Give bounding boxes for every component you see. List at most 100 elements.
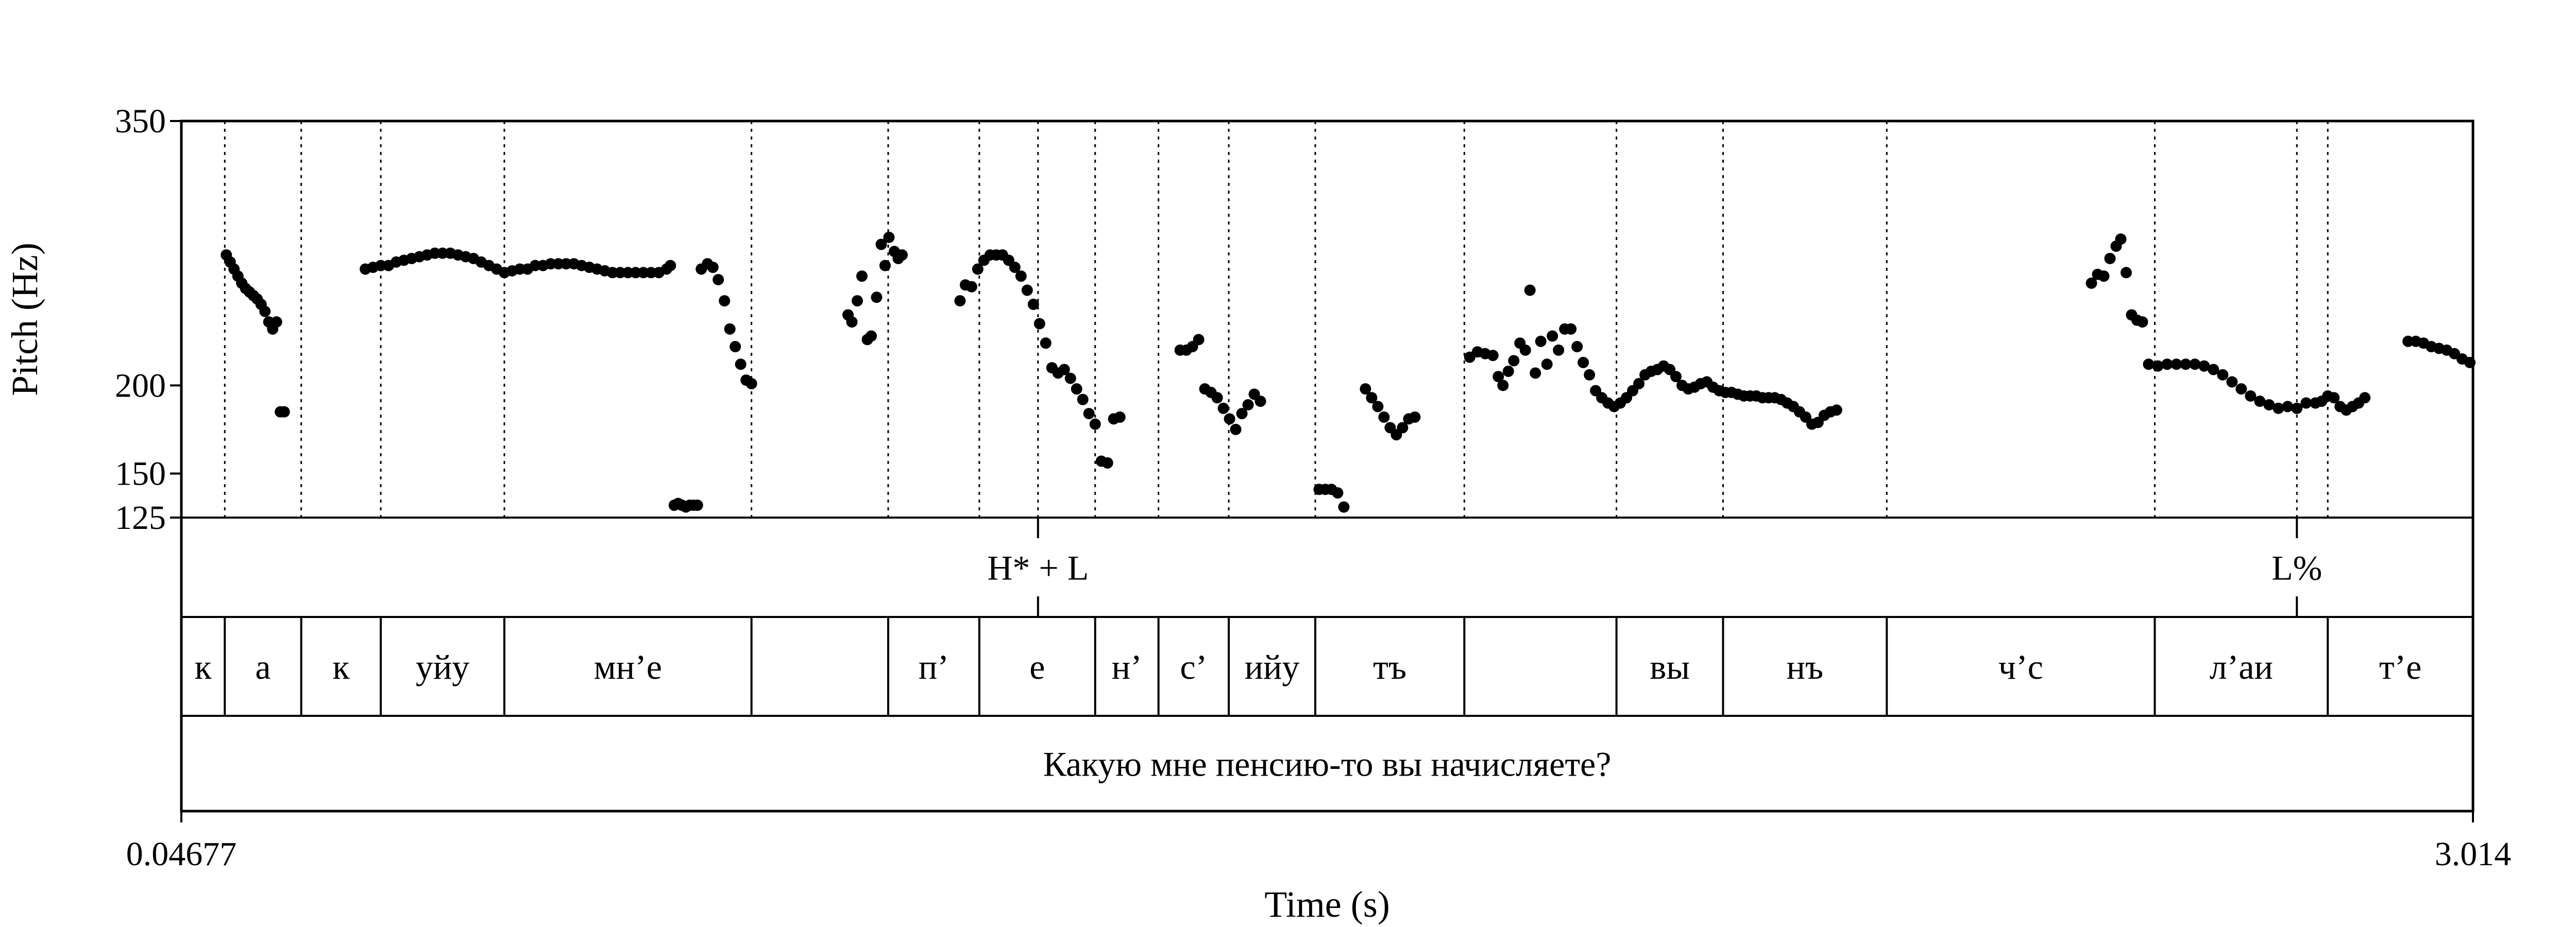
pitch-point-153 (1530, 367, 1541, 379)
boundary-lines (224, 121, 2329, 518)
segment-label-7: е (1029, 647, 1045, 686)
pitch-point-149 (1508, 355, 1520, 367)
pitch-point-135 (1372, 401, 1384, 413)
pitch-point-230 (2300, 397, 2312, 409)
tone-label-1: L% (2272, 548, 2322, 588)
y-tick-label-200: 200 (115, 367, 166, 404)
sentence-tier: Какую мне пенсию-то вы начисляете? (1043, 745, 1612, 784)
pitch-point-122 (1224, 413, 1235, 425)
pitch-point-105 (1064, 372, 1076, 384)
pitch-point-70 (730, 341, 741, 353)
pitch-point-139 (1397, 422, 1409, 434)
pitch-point-98 (1021, 284, 1033, 296)
pitch-point-212 (2137, 316, 2148, 328)
pitch-point-108 (1083, 408, 1095, 420)
x-axis: 0.04677 3.014 Time (s) (126, 811, 2512, 925)
pitch-point-96 (1009, 262, 1021, 273)
pitch-point-154 (1535, 335, 1547, 347)
pitch-point-206 (2104, 252, 2116, 264)
pitch-point-209 (2120, 267, 2132, 279)
segment-label-11: тъ (1373, 647, 1406, 686)
pitch-point-146 (1493, 371, 1504, 383)
y-axis-title: Pitch (Hz) (4, 243, 45, 396)
pitch-point-217 (2180, 358, 2192, 370)
pitch-point-69 (724, 323, 736, 335)
pitch-point-222 (2226, 376, 2238, 388)
segment-label-14: нъ (1787, 647, 1824, 686)
pitch-point-71 (735, 358, 747, 370)
sentence-label-0: Какую мне пенсию-то вы начисляете? (1043, 745, 1612, 784)
pitch-point-134 (1366, 392, 1378, 404)
y-tick-label-150: 150 (115, 455, 166, 492)
pitch-point-125 (1242, 399, 1254, 410)
pitch-point-141 (1409, 411, 1421, 423)
pitch-point-117 (1193, 334, 1205, 346)
pitch-point-223 (2235, 383, 2247, 395)
figure-frame (180, 119, 2475, 813)
y-tick-label-125: 125 (115, 499, 166, 537)
segment-label-16: л’аи (2210, 647, 2273, 686)
pitch-point-225 (2254, 396, 2266, 407)
annotation-tiers: H* + L L% к а к уйу мн’е п’ е н’ с’ ийу тъ вы нъ ч’с л’… (181, 517, 2473, 784)
segment-label-0: к (195, 647, 212, 686)
pitch-point-82 (879, 260, 891, 271)
pitch-point-220 (2208, 364, 2219, 375)
tier-separators (181, 517, 2473, 717)
segment-label-17: т’е (2379, 647, 2422, 686)
pitch-point-10 (259, 305, 271, 317)
pitch-point-147 (1497, 380, 1509, 391)
pitch-point-161 (1578, 356, 1589, 368)
y-axis: 125 150 200 350 Pitch (Hz) (4, 102, 181, 537)
pitch-point-123 (1230, 423, 1242, 435)
y-ticks: 125 150 200 350 (115, 102, 181, 537)
pitch-point-156 (1547, 330, 1558, 342)
pitch-point-120 (1211, 392, 1223, 404)
pitch-point-214 (2152, 360, 2164, 372)
pitch-point-113 (1114, 411, 1126, 423)
pitch-point-216 (2171, 358, 2182, 370)
pitch-point-133 (1360, 383, 1371, 395)
pitch-point-131 (1332, 487, 1344, 499)
segment-label-1: а (255, 647, 270, 686)
pitch-point-213 (2143, 358, 2155, 370)
pitch-point-121 (1217, 402, 1229, 414)
pitch-point-63 (691, 500, 703, 511)
pitch-point-202 (1831, 404, 1842, 416)
x-axis-title: Time (s) (1264, 884, 1389, 925)
pitch-point-170 (1633, 377, 1645, 389)
pitch-point-111 (1101, 457, 1113, 469)
pitch-point-157 (1553, 344, 1565, 356)
pitch-point-106 (1071, 383, 1082, 395)
pitch-point-151 (1519, 344, 1531, 356)
pitch-point-159 (1565, 323, 1577, 335)
pitch-point-124 (1236, 408, 1248, 420)
pitch-point-56 (665, 260, 676, 271)
pitch-point-203 (2086, 277, 2097, 289)
pitch-point-97 (1015, 270, 1027, 282)
pitch-point-90 (972, 263, 984, 275)
pitch-point-132 (1338, 501, 1350, 513)
pitch-point-107 (1077, 393, 1089, 405)
pitch-point-73 (745, 377, 757, 389)
pitch-point-99 (1027, 298, 1039, 310)
pitch-point-234 (2328, 392, 2340, 404)
pitch-point-148 (1502, 365, 1514, 377)
pitch-point-77 (856, 270, 868, 282)
segment-label-10: ийу (1245, 647, 1300, 686)
segment-label-3: уйу (416, 647, 469, 686)
y-tick-label-350: 350 (115, 102, 166, 140)
pitch-point-79 (865, 330, 877, 342)
pitch-point-239 (2359, 392, 2371, 404)
pitch-point-221 (2217, 369, 2229, 381)
pitch-point-66 (707, 262, 719, 273)
pitch-point-176 (1670, 371, 1682, 383)
pitch-point-205 (2098, 270, 2110, 282)
pitch-point-215 (2161, 358, 2173, 370)
x-end-label: 3.014 (2435, 835, 2512, 873)
segment-label-8: н’ (1112, 647, 1142, 686)
pitch-point-83 (883, 231, 895, 243)
pitch-point-136 (1378, 411, 1390, 423)
segment-label-2: к (332, 647, 350, 686)
pitch-point-86 (896, 249, 908, 261)
